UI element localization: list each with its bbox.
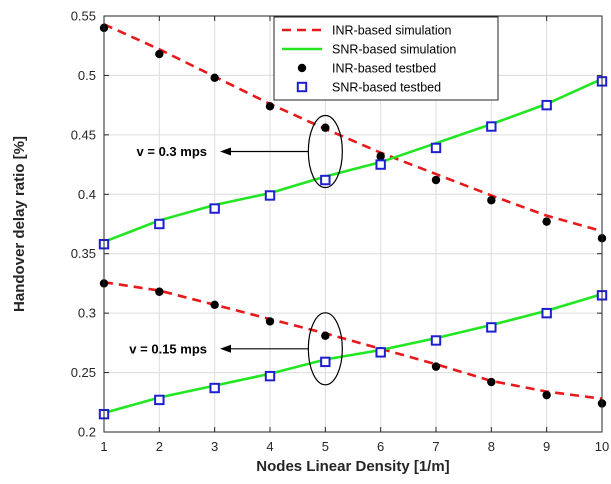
tick-labels: 1 2 3 4 5 6 7 8 9 10 0.2 0.25 0.3 0.35 0.4 0.45 0.5 0.55 — [71, 9, 610, 455]
x-tick-label: 10 — [595, 439, 609, 454]
x-tick-label: 1 — [100, 439, 107, 454]
data-point — [486, 322, 497, 333]
annotations: v = 0.3 mps v = 0.15 mps — [129, 114, 343, 386]
data-point — [431, 362, 441, 371]
data-point — [430, 142, 442, 154]
legend-label: SNR-based testbed — [332, 81, 441, 95]
data-point — [487, 377, 496, 387]
legend-swatch — [296, 81, 308, 93]
data-point — [154, 218, 165, 230]
data-point — [155, 287, 164, 296]
data-point — [210, 300, 219, 310]
x-tick-label: 6 — [377, 439, 384, 454]
data-point — [541, 307, 552, 319]
series-line — [103, 77, 603, 244]
legend-swatch — [297, 63, 307, 73]
data-point — [155, 49, 164, 59]
annotation-arrowhead — [220, 344, 231, 353]
x-tick-label: 3 — [211, 439, 218, 454]
data-point — [541, 99, 552, 111]
data-point — [430, 335, 442, 346]
legend-label: INR-based simulation — [332, 24, 452, 38]
y-tick-label: 0.35 — [71, 246, 96, 261]
y-tick-label: 0.2 — [78, 425, 96, 440]
y-axis-label: Handover delay ratio [%] — [11, 136, 28, 312]
data-point — [154, 394, 165, 406]
series-line — [103, 23, 603, 233]
annotation-label: v = 0.15 mps — [129, 341, 207, 356]
x-tick-label: 5 — [322, 439, 329, 454]
data-point — [487, 196, 496, 205]
y-tick-label: 0.4 — [78, 187, 96, 202]
data-point — [321, 331, 330, 340]
legend: INR-based simulation SNR-based simulation… — [273, 16, 499, 101]
y-tick-label: 0.25 — [71, 365, 96, 380]
data-point — [265, 317, 275, 326]
y-tick-label: 0.55 — [71, 9, 96, 24]
data-point — [375, 347, 386, 358]
data-point — [486, 121, 497, 132]
data-point — [264, 190, 276, 201]
x-tick-label: 9 — [543, 439, 550, 454]
data-point — [210, 73, 219, 83]
annotation-label: v = 0.3 mps — [137, 144, 207, 159]
plot-frame — [103, 15, 603, 433]
legend-label: SNR-based simulation — [332, 43, 456, 57]
data-point — [376, 152, 385, 161]
x-tick-label: 8 — [488, 439, 495, 454]
data-point — [265, 102, 275, 111]
x-axis-label: Nodes Linear Density [1/m] — [256, 458, 449, 475]
data-point — [209, 203, 220, 214]
data-point — [431, 175, 441, 185]
x-tick-label: 4 — [266, 439, 273, 454]
y-tick-label: 0.3 — [78, 306, 96, 321]
series-line — [103, 292, 603, 415]
series-line — [103, 280, 603, 401]
x-tick-label: 7 — [432, 439, 439, 454]
y-tick-label: 0.5 — [78, 68, 96, 83]
legend-label: INR-based testbed — [332, 62, 436, 76]
data-point — [320, 174, 331, 186]
data-point — [542, 217, 551, 226]
data-point — [542, 390, 551, 400]
annotation-arrowhead — [220, 147, 231, 156]
x-tick-label: 2 — [156, 439, 163, 454]
data-point — [321, 123, 330, 132]
data-point — [320, 356, 331, 368]
data-point — [375, 159, 386, 170]
legend-box — [273, 16, 499, 101]
y-tick-label: 0.45 — [71, 127, 96, 142]
data-point — [264, 370, 276, 382]
series-layer — [98, 23, 608, 420]
data-point — [209, 382, 220, 394]
